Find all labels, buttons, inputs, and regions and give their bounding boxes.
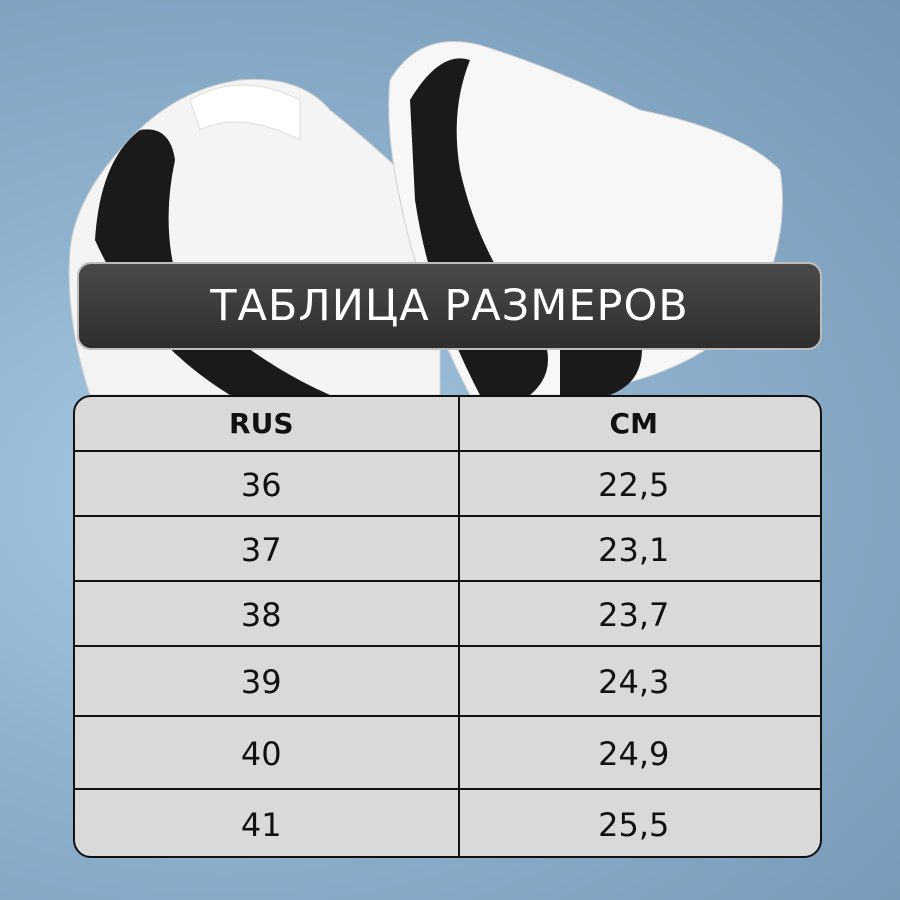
cm-size: 23,7 — [598, 595, 670, 634]
header-cm: CM — [609, 407, 658, 440]
table-header-row: RUS CM — [75, 397, 820, 450]
cm-size: 22,5 — [598, 465, 670, 504]
cm-size: 25,5 — [598, 806, 670, 844]
cm-size: 23,1 — [598, 530, 670, 569]
table-row: 41 25,5 — [75, 788, 820, 856]
sneakers-image — [68, 41, 783, 396]
column-divider — [458, 397, 460, 856]
rus-size: 41 — [240, 806, 282, 844]
rus-size: 36 — [240, 465, 282, 504]
table-row: 38 23,7 — [75, 580, 820, 647]
table-row: 37 23,1 — [75, 515, 820, 582]
rus-size: 37 — [240, 530, 282, 569]
page-title: ТАБЛИЦА РАЗМЕРОВ — [210, 281, 689, 331]
title-banner: ТАБЛИЦА РАЗМЕРОВ — [77, 262, 822, 350]
rus-size: 38 — [240, 595, 282, 634]
table-row: 39 24,3 — [75, 645, 820, 717]
cm-size: 24,9 — [598, 734, 670, 773]
rus-size: 40 — [240, 734, 282, 773]
rus-size: 39 — [240, 663, 282, 701]
size-table: RUS CM 36 22,5 37 23,1 38 23,7 39 24,3 4… — [73, 395, 822, 858]
table-row: 36 22,5 — [75, 450, 820, 517]
table-row: 40 24,9 — [75, 715, 820, 790]
header-rus: RUS — [229, 407, 294, 440]
cm-size: 24,3 — [598, 663, 670, 701]
